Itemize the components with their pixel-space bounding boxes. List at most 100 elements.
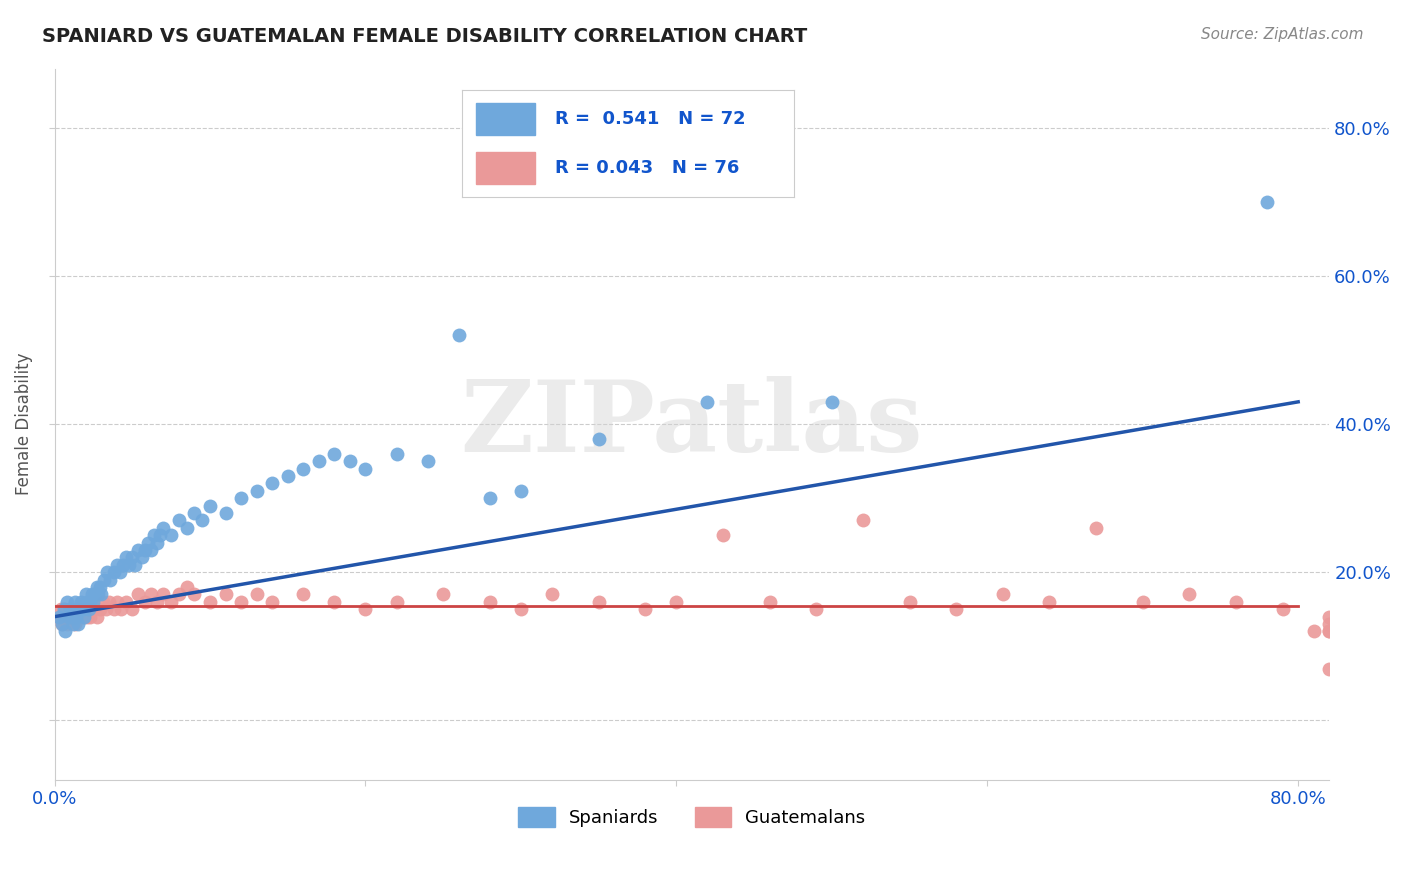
Point bbox=[183, 587, 205, 601]
Point bbox=[1317, 624, 1340, 639]
Point bbox=[1317, 624, 1340, 639]
Point bbox=[1085, 521, 1108, 535]
Point bbox=[103, 602, 125, 616]
Point bbox=[127, 587, 149, 601]
Point bbox=[696, 394, 718, 409]
Point bbox=[72, 602, 94, 616]
Point bbox=[354, 461, 377, 475]
Point bbox=[1132, 595, 1154, 609]
Point bbox=[1256, 194, 1278, 209]
Point bbox=[66, 602, 89, 616]
Point bbox=[127, 543, 149, 558]
Point bbox=[70, 595, 93, 609]
Point bbox=[354, 602, 377, 616]
Point bbox=[711, 528, 734, 542]
Point bbox=[77, 602, 100, 616]
Point bbox=[90, 587, 112, 601]
Point bbox=[149, 528, 172, 542]
Point bbox=[146, 595, 169, 609]
Point bbox=[110, 602, 132, 616]
Point bbox=[229, 491, 252, 505]
Point bbox=[167, 587, 190, 601]
Point bbox=[246, 587, 269, 601]
Point bbox=[447, 328, 470, 343]
Point bbox=[139, 587, 162, 601]
Point bbox=[1271, 602, 1294, 616]
Point bbox=[509, 483, 531, 498]
Point bbox=[292, 461, 315, 475]
Point bbox=[1302, 624, 1324, 639]
Point bbox=[136, 535, 159, 549]
Text: ZIPatlas: ZIPatlas bbox=[461, 376, 924, 473]
Point bbox=[478, 595, 501, 609]
Point bbox=[323, 447, 346, 461]
Point bbox=[52, 602, 75, 616]
Point bbox=[75, 602, 97, 616]
Point bbox=[385, 595, 408, 609]
Point bbox=[991, 587, 1014, 601]
Point bbox=[160, 595, 183, 609]
Point bbox=[87, 587, 110, 601]
Point bbox=[478, 491, 501, 505]
Point bbox=[91, 595, 114, 609]
Point bbox=[58, 609, 80, 624]
Point bbox=[76, 609, 98, 624]
Point bbox=[73, 609, 96, 624]
Point bbox=[51, 617, 73, 632]
Text: SPANIARD VS GUATEMALAN FEMALE DISABILITY CORRELATION CHART: SPANIARD VS GUATEMALAN FEMALE DISABILITY… bbox=[42, 27, 807, 45]
Point bbox=[183, 506, 205, 520]
Point bbox=[385, 447, 408, 461]
Point bbox=[160, 528, 183, 542]
Point bbox=[65, 602, 87, 616]
Point bbox=[898, 595, 921, 609]
Point bbox=[134, 543, 156, 558]
Point bbox=[62, 609, 84, 624]
Point bbox=[229, 595, 252, 609]
Point bbox=[66, 617, 89, 632]
Point bbox=[246, 483, 269, 498]
Point bbox=[1317, 617, 1340, 632]
Point bbox=[139, 543, 162, 558]
Point bbox=[105, 558, 128, 572]
Point bbox=[67, 602, 90, 616]
Point bbox=[77, 602, 100, 616]
Point bbox=[97, 595, 120, 609]
Legend: Spaniards, Guatemalans: Spaniards, Guatemalans bbox=[512, 799, 873, 835]
Point bbox=[115, 550, 138, 565]
Point bbox=[86, 580, 108, 594]
Point bbox=[59, 602, 82, 616]
Point bbox=[48, 609, 70, 624]
Point bbox=[65, 609, 87, 624]
Point bbox=[49, 602, 72, 616]
Point bbox=[111, 558, 134, 572]
Point bbox=[56, 595, 79, 609]
Point bbox=[72, 602, 94, 616]
Point bbox=[292, 587, 315, 601]
Point bbox=[70, 609, 93, 624]
Point bbox=[62, 617, 84, 632]
Point bbox=[806, 602, 828, 616]
Point bbox=[115, 595, 138, 609]
Point bbox=[75, 587, 97, 601]
Point bbox=[758, 595, 780, 609]
Point bbox=[146, 535, 169, 549]
Point bbox=[821, 394, 844, 409]
Point bbox=[84, 587, 107, 601]
Point bbox=[167, 513, 190, 527]
Point bbox=[852, 513, 875, 527]
Point bbox=[103, 565, 125, 579]
Point bbox=[86, 609, 108, 624]
Point bbox=[143, 528, 166, 542]
Point bbox=[262, 595, 284, 609]
Text: Source: ZipAtlas.com: Source: ZipAtlas.com bbox=[1201, 27, 1364, 42]
Point bbox=[191, 513, 214, 527]
Point bbox=[509, 602, 531, 616]
Point bbox=[152, 587, 174, 601]
Point bbox=[79, 595, 101, 609]
Point bbox=[134, 595, 156, 609]
Point bbox=[323, 595, 346, 609]
Point bbox=[416, 454, 439, 468]
Point bbox=[105, 595, 128, 609]
Point bbox=[108, 565, 131, 579]
Point bbox=[665, 595, 688, 609]
